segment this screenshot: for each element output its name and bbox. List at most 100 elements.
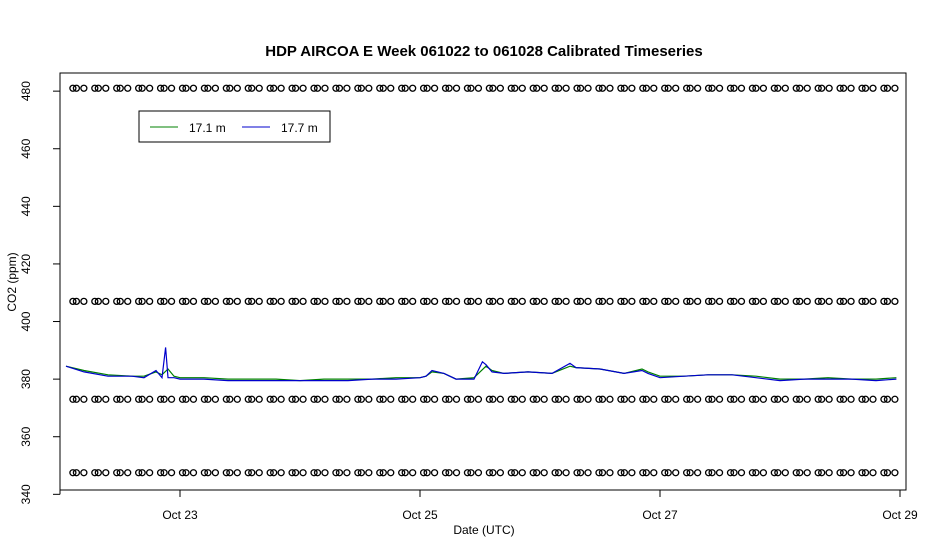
- calibration-marker: [167, 297, 176, 306]
- calibration-marker: [529, 297, 537, 306]
- calibration-marker: [869, 84, 877, 92]
- calibration-marker: [554, 395, 563, 403]
- calibration-marker: [661, 297, 669, 306]
- calibration-marker: [628, 395, 636, 403]
- calibration-marker: [248, 297, 256, 306]
- calibration-marker: [72, 84, 81, 92]
- calibration-marker: [748, 469, 757, 477]
- calibration-marker: [310, 297, 318, 306]
- calibration-marker: [288, 469, 296, 477]
- calibration-marker: [387, 297, 395, 306]
- calibration-marker: [113, 395, 121, 403]
- calibration-marker: [80, 395, 88, 403]
- calibration-marker: [489, 469, 497, 477]
- calibration-marker: [598, 297, 607, 306]
- calibration-marker: [441, 395, 450, 403]
- calibration-marker: [496, 84, 504, 92]
- calibration-marker: [730, 84, 738, 92]
- calibration-marker: [770, 297, 778, 306]
- calibration-marker: [598, 395, 607, 403]
- calibration-marker: [661, 395, 669, 403]
- calibration-marker: [467, 84, 475, 92]
- calibration-marker: [759, 297, 768, 306]
- calibration-marker: [189, 469, 198, 477]
- calibration-marker: [606, 395, 614, 403]
- calibration-marker: [715, 297, 724, 306]
- calibration-marker: [124, 395, 132, 403]
- calibration-marker: [124, 84, 132, 92]
- calibration-marker: [781, 469, 789, 477]
- calibration-marker: [664, 469, 672, 477]
- calibration-marker: [226, 395, 234, 403]
- calibration-marker: [226, 84, 234, 92]
- calibration-marker: [211, 84, 220, 92]
- calibration-marker: [792, 395, 800, 403]
- calibration-marker: [869, 469, 877, 477]
- calibration-marker: [562, 297, 570, 306]
- calibration-marker: [116, 395, 124, 403]
- calibration-marker: [814, 297, 822, 306]
- calibration-marker: [156, 469, 165, 477]
- calibration-marker: [708, 469, 716, 477]
- calibration-marker: [598, 84, 607, 92]
- calibration-marker: [683, 395, 691, 403]
- calibration-marker: [880, 84, 888, 92]
- calibration-marker: [445, 84, 453, 92]
- calibration-marker: [233, 297, 241, 306]
- calibration-marker: [533, 395, 541, 403]
- calibration-marker: [796, 395, 804, 403]
- calibration-marker: [226, 297, 234, 306]
- calibration-marker: [759, 469, 768, 477]
- y-tick-label: 420: [19, 254, 33, 274]
- calibration-marker: [883, 469, 892, 477]
- calibration-marker: [409, 297, 417, 306]
- calibration-marker: [489, 297, 497, 306]
- calibration-marker: [752, 395, 760, 403]
- calibration-marker: [639, 395, 647, 403]
- calibration-marker: [485, 395, 494, 403]
- calibration-marker: [661, 469, 669, 477]
- calibration-marker: [178, 395, 187, 403]
- calibration-marker: [683, 84, 691, 92]
- calibration-marker: [576, 297, 585, 306]
- legend-label-17-1m: 17.1 m: [189, 121, 226, 135]
- series-line-17-7-m: [65, 347, 897, 382]
- calibration-marker: [233, 469, 241, 477]
- calibration-marker: [642, 469, 650, 477]
- calibration-marker: [474, 297, 483, 306]
- calibration-marker: [726, 469, 735, 477]
- calibration-marker: [321, 395, 329, 403]
- calibration-marker: [748, 297, 757, 306]
- calibration-marker: [69, 84, 77, 92]
- calibration-marker: [441, 469, 450, 477]
- calibration-marker: [145, 469, 154, 477]
- calibration-marker: [774, 469, 782, 477]
- calibration-marker: [80, 469, 88, 477]
- calibration-marker: [182, 469, 190, 477]
- calibration-marker: [620, 297, 629, 306]
- calibration-marker: [124, 297, 132, 306]
- calibration-marker: [533, 84, 541, 92]
- calibration-marker: [839, 297, 848, 306]
- calibration-marker: [803, 469, 811, 477]
- calibration-marker: [222, 297, 230, 306]
- calibration-marker: [291, 469, 300, 477]
- calibration-marker: [387, 469, 395, 477]
- calibration-marker: [551, 297, 559, 306]
- calibration-marker: [244, 469, 252, 477]
- calibration-marker: [620, 469, 629, 477]
- calibration-marker: [639, 84, 647, 92]
- calibration-marker: [452, 297, 461, 306]
- calibration-marker: [573, 395, 581, 403]
- calibration-marker: [693, 395, 702, 403]
- x-tick-label: Oct 25: [402, 508, 438, 522]
- calibration-marker: [255, 469, 263, 477]
- calibration-marker: [551, 469, 559, 477]
- calibration-marker: [617, 469, 625, 477]
- x-tick-label: Oct 23: [162, 508, 198, 522]
- calibration-marker: [313, 84, 322, 92]
- calibration-marker: [847, 469, 855, 477]
- calibration-marker: [686, 84, 694, 92]
- calibration-marker: [540, 395, 548, 403]
- calibration-marker: [178, 469, 187, 477]
